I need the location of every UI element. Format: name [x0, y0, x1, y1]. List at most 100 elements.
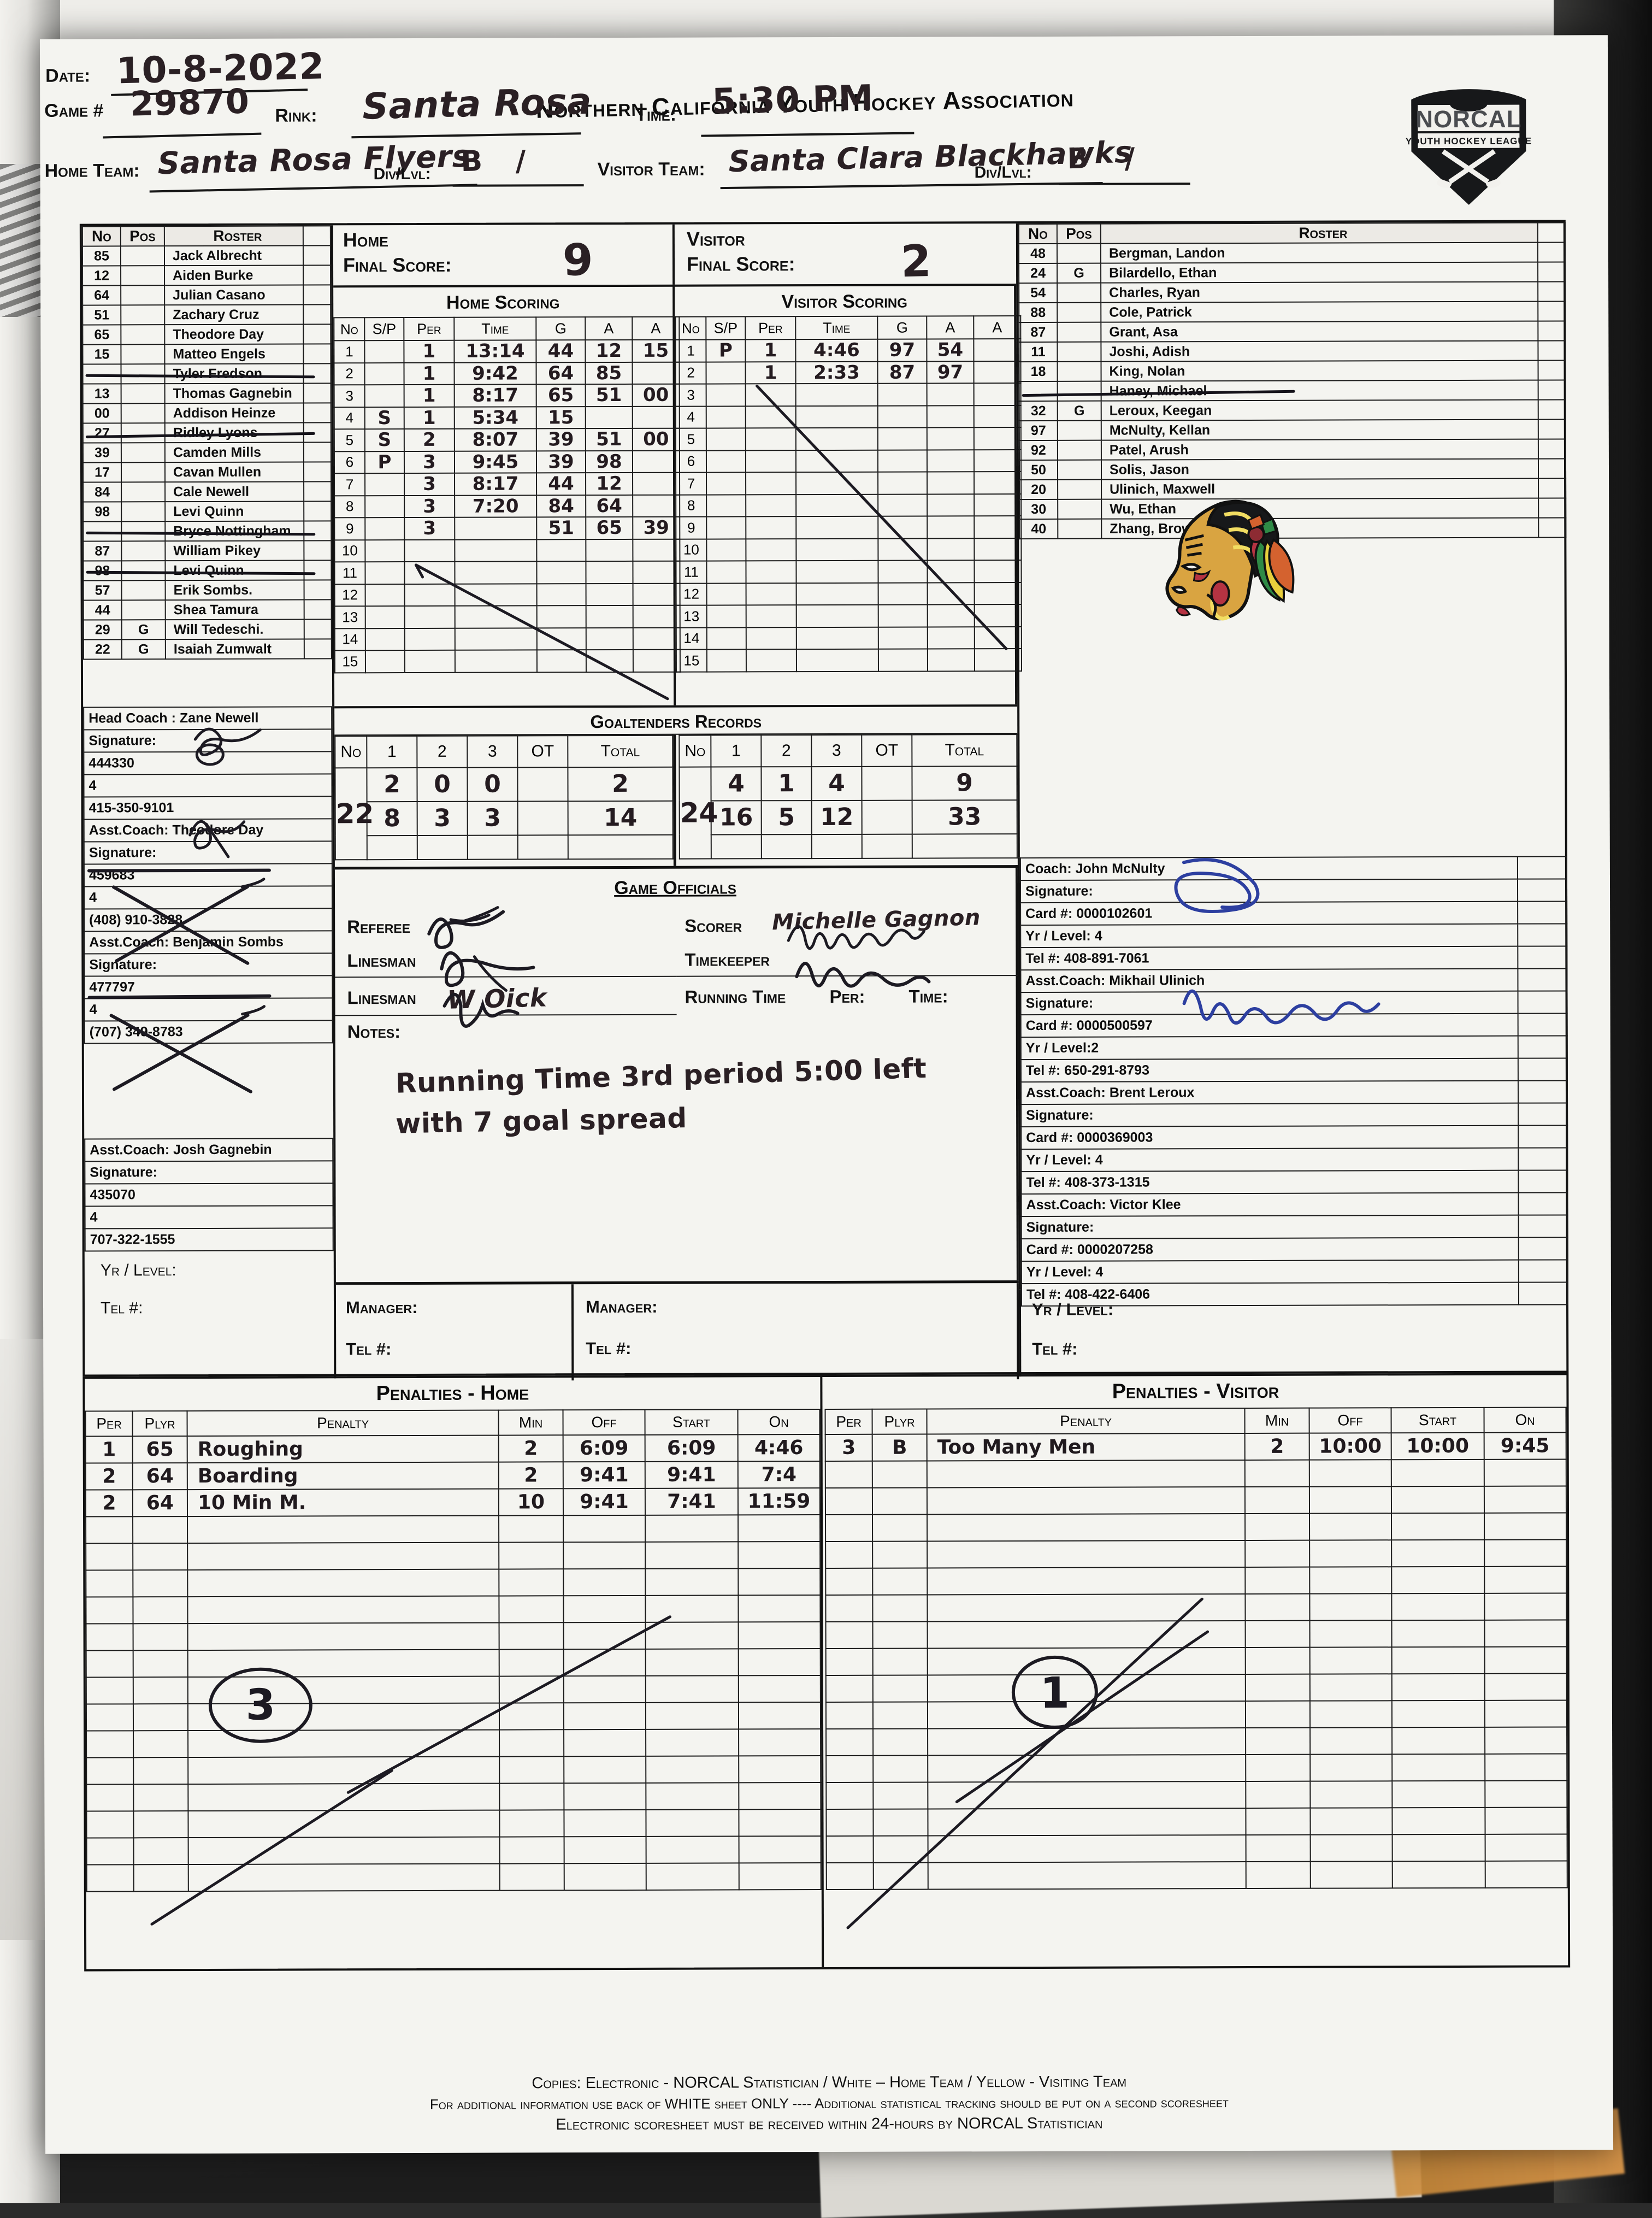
- home-penalty-empty-cell[interactable]: [646, 1863, 739, 1890]
- list-item[interactable]: Card #: 0000207258: [1021, 1237, 1568, 1262]
- home-penalty-empty-cell[interactable]: [499, 1837, 564, 1864]
- home-penalty-empty-cell[interactable]: [86, 1516, 133, 1544]
- visitor-goaltender-goals-1[interactable]: 1: [761, 767, 812, 801]
- home-penalty-empty-cell[interactable]: [187, 1703, 500, 1731]
- home-penalty-empty-cell[interactable]: [739, 1782, 821, 1810]
- visitor-scoring-period[interactable]: 1: [745, 339, 796, 362]
- home-penalty-empty-cell[interactable]: [86, 1757, 134, 1785]
- home-scoring-assist-2[interactable]: 00: [632, 428, 680, 451]
- home-penalty-empty-cell[interactable]: [86, 1677, 133, 1704]
- home-scoring-period[interactable]: 3: [404, 451, 455, 474]
- visitor-scoring-time[interactable]: [796, 560, 878, 583]
- home-penalty-empty-cell[interactable]: [133, 1650, 188, 1678]
- visitor-scoring-period[interactable]: [746, 561, 796, 583]
- visitor-penalty-empty-cell[interactable]: [825, 1461, 872, 1489]
- visitor-penalty-empty-cell[interactable]: [927, 1567, 1246, 1595]
- list-item[interactable]: Card #: 0000102601: [1020, 901, 1567, 926]
- visitor-scoring-goal[interactable]: [878, 494, 928, 516]
- home-penalty-empty-cell[interactable]: [188, 1756, 500, 1785]
- home-scoring-goal[interactable]: [536, 650, 586, 672]
- home-scoring-time[interactable]: 8:17: [454, 384, 536, 407]
- visitor-penalty-empty-cell[interactable]: [1485, 1861, 1567, 1888]
- home-penalty-empty-cell[interactable]: [188, 1837, 500, 1865]
- home-scoring-goal[interactable]: 39: [536, 450, 586, 473]
- home-scoring-goal[interactable]: 44: [536, 340, 586, 362]
- visitor-penalty-empty-cell[interactable]: [1484, 1593, 1567, 1620]
- list-item[interactable]: 477797: [84, 975, 333, 999]
- visitor-penalty-empty-cell[interactable]: [825, 1621, 873, 1649]
- home-scoring-time[interactable]: 8:17: [455, 473, 537, 496]
- home-penalty-on-time[interactable]: 11:59: [738, 1488, 821, 1515]
- visitor-scoring-assist-2[interactable]: [974, 339, 1021, 361]
- home-goaltender-empty-2[interactable]: [467, 835, 518, 860]
- table-row[interactable]: [86, 1836, 821, 1865]
- home-penalty-period[interactable]: 2: [85, 1463, 133, 1490]
- home-penalty-empty-cell[interactable]: [188, 1810, 500, 1838]
- visitor-penalty-empty-cell[interactable]: [1391, 1646, 1485, 1674]
- visitor-scoring-sp[interactable]: [706, 561, 746, 584]
- visitor-scoring-goal[interactable]: [878, 472, 928, 495]
- home-penalty-empty-cell[interactable]: [133, 1570, 188, 1597]
- visitor-penalty-empty-cell[interactable]: [1245, 1701, 1311, 1728]
- home-penalty-empty-cell[interactable]: [86, 1784, 134, 1811]
- visitor-penalty-empty-cell[interactable]: [1484, 1673, 1567, 1701]
- visitor-penalty-empty-cell[interactable]: [1245, 1567, 1310, 1594]
- home-penalty-empty-cell[interactable]: [563, 1595, 646, 1623]
- table-row[interactable]: [86, 1515, 821, 1544]
- home-final-score-value[interactable]: 9: [562, 234, 594, 286]
- visitor-scoring-assist-2[interactable]: [974, 493, 1022, 516]
- visitor-goaltender-shots-2[interactable]: 12: [811, 800, 862, 835]
- table-row[interactable]: [825, 1566, 1567, 1596]
- list-item[interactable]: Asst.Coach: Josh Gagnebin: [85, 1138, 333, 1162]
- home-penalty-empty-cell[interactable]: [738, 1649, 821, 1676]
- table-row[interactable]: 12: [334, 583, 680, 607]
- home-scoring-period[interactable]: 1: [404, 362, 455, 385]
- home-goaltender-number[interactable]: 22: [335, 768, 374, 860]
- visitor-scoring-assist-1[interactable]: [927, 427, 974, 450]
- visitor-penalty-empty-cell[interactable]: [1309, 1620, 1392, 1648]
- visitor-penalty-empty-cell[interactable]: [1244, 1486, 1310, 1514]
- table-row[interactable]: [86, 1542, 821, 1570]
- home-scoring-sp[interactable]: [365, 495, 405, 518]
- home-scoring-assist-1[interactable]: 51: [585, 384, 633, 407]
- home-scoring-time[interactable]: [455, 583, 537, 606]
- visitor-scoring-assist-1[interactable]: [927, 649, 975, 672]
- table-row[interactable]: 4 S 1 5:34 15: [334, 406, 680, 430]
- home-penalty-empty-cell[interactable]: [86, 1811, 134, 1838]
- table-row[interactable]: [825, 1646, 1567, 1676]
- table-row[interactable]: [86, 1595, 821, 1624]
- home-penalty-empty-cell[interactable]: [738, 1622, 821, 1649]
- visitor-scoring-assist-1[interactable]: [927, 626, 975, 649]
- table-row[interactable]: 44 Shea Tamura: [83, 599, 332, 620]
- visitor-scoring-goal[interactable]: [877, 405, 927, 428]
- home-penalty-empty-cell[interactable]: [133, 1757, 188, 1785]
- home-penalty-empty-cell[interactable]: [499, 1569, 564, 1596]
- home-penalty-empty-cell[interactable]: [738, 1595, 821, 1622]
- home-penalty-empty-cell[interactable]: [499, 1783, 564, 1810]
- home-scoring-time[interactable]: [455, 650, 537, 673]
- list-item[interactable]: 4: [84, 886, 333, 909]
- home-penalty-empty-cell[interactable]: [738, 1515, 821, 1542]
- table-row[interactable]: 00 Addison Heinze: [82, 403, 331, 423]
- home-penalty-off-time[interactable]: 6:09: [563, 1434, 645, 1462]
- home-penalty-empty-cell[interactable]: [646, 1729, 739, 1756]
- home-scoring-sp[interactable]: [364, 340, 404, 363]
- visitor-scoring-time[interactable]: 4:46: [795, 339, 878, 362]
- table-row[interactable]: [825, 1459, 1566, 1489]
- visitor-penalty-empty-cell[interactable]: [928, 1727, 1246, 1756]
- home-penalty-empty-cell[interactable]: [646, 1782, 739, 1810]
- table-row[interactable]: [680, 834, 1017, 859]
- home-scoring-goal[interactable]: 51: [536, 517, 586, 539]
- home-penalty-empty-cell[interactable]: [499, 1596, 564, 1623]
- visitor-penalty-empty-cell[interactable]: [826, 1755, 874, 1783]
- visitor-penalty-empty-cell[interactable]: [1391, 1539, 1485, 1567]
- visitor-penalty-empty-cell[interactable]: [872, 1595, 928, 1622]
- visitor-penalty-empty-cell[interactable]: [825, 1648, 873, 1676]
- home-penalty-empty-cell[interactable]: [187, 1622, 499, 1651]
- visitor-scoring-assist-1[interactable]: [927, 405, 974, 428]
- visitor-penalty-empty-cell[interactable]: [1246, 1727, 1311, 1755]
- home-scoring-time[interactable]: 9:42: [454, 362, 536, 385]
- home-scoring-period[interactable]: [404, 561, 455, 584]
- home-penalty-empty-cell[interactable]: [563, 1649, 646, 1676]
- home-scoring-period[interactable]: 1: [404, 407, 455, 430]
